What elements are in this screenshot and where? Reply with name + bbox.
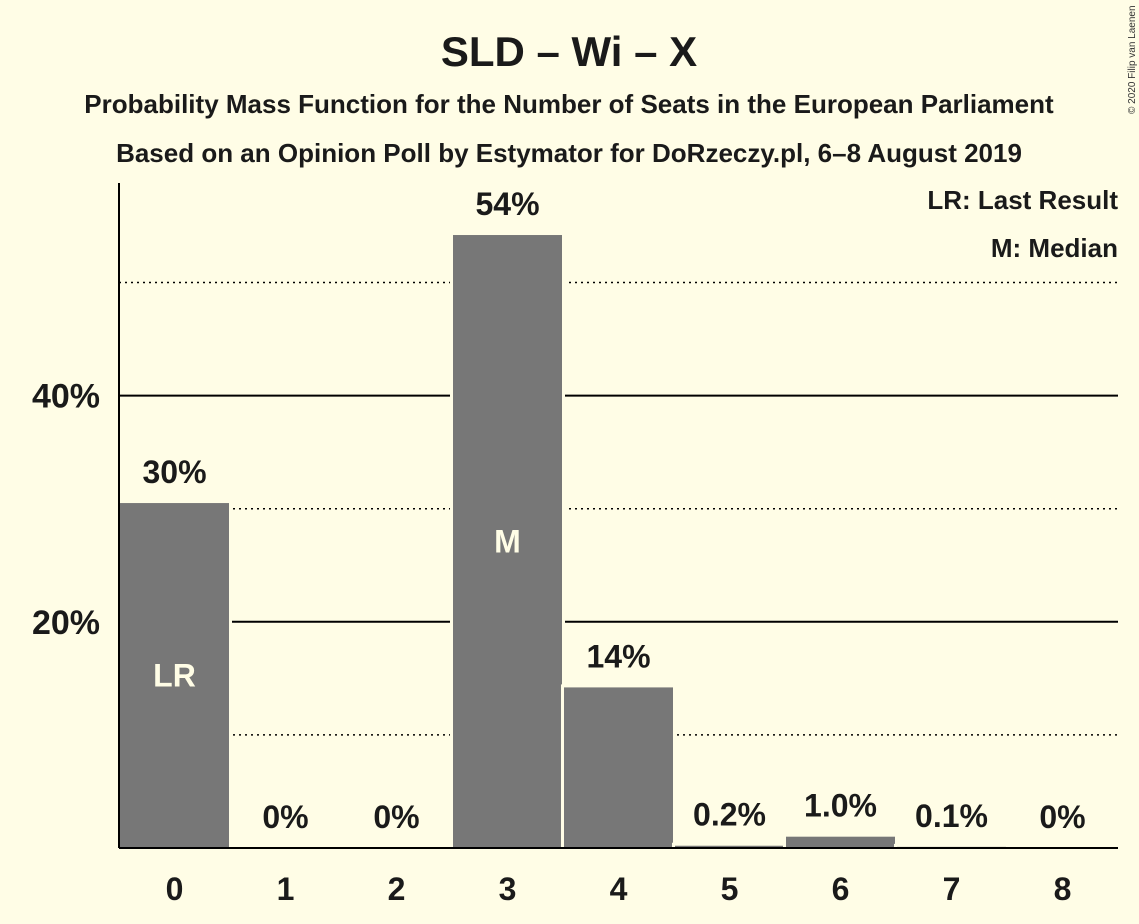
data-label-6: 1.0%	[804, 788, 877, 824]
bar-5	[675, 845, 784, 848]
bar-halo-5	[672, 842, 787, 848]
labels: 30% 0 LR 0% 1 0% 2 54% 3 M 14% 4 0.2% 5 1.0% 6 0.1% 7 0% 8 2…	[32, 186, 1086, 907]
bar-6	[786, 836, 895, 848]
bar-3	[453, 235, 562, 848]
data-label-2: 0%	[373, 799, 419, 835]
chart-subtitle-line-1: Probability Mass Function for the Number…	[84, 89, 1054, 119]
chart-title: SLD – Wi – X	[441, 28, 697, 75]
copyright-notice: © 2020 Filip van Laenen	[1127, 5, 1138, 114]
axes	[118, 183, 1118, 849]
x-tick-label-6: 6	[832, 871, 850, 907]
data-label-8: 0%	[1039, 799, 1085, 835]
data-label-5: 0.2%	[693, 797, 766, 833]
x-tick-label-2: 2	[388, 871, 406, 907]
x-tick-label-5: 5	[721, 871, 739, 907]
data-label-7: 0.1%	[915, 798, 988, 834]
x-tick-label-4: 4	[610, 871, 628, 907]
y-tick-label-20: 20%	[32, 604, 100, 642]
bars	[117, 232, 1009, 848]
bar-marker-m: M	[494, 524, 521, 560]
x-tick-label-3: 3	[499, 871, 517, 907]
data-label-3: 54%	[475, 186, 539, 222]
bar-halo-7	[894, 843, 1009, 848]
chart-subtitle-line-2: Based on an Opinion Poll by Estymator fo…	[116, 138, 1022, 168]
legend-median: M: Median	[991, 233, 1118, 263]
bar-marker-lr: LR	[153, 658, 196, 694]
x-tick-label-0: 0	[166, 871, 184, 907]
x-tick-label-7: 7	[943, 871, 961, 907]
legend-last-result: LR: Last Result	[927, 185, 1118, 215]
x-tick-label-8: 8	[1054, 871, 1072, 907]
bar-0	[120, 503, 229, 848]
x-tick-label-1: 1	[277, 871, 295, 907]
data-label-1: 0%	[262, 799, 308, 835]
data-label-4: 14%	[586, 638, 650, 674]
bar-4	[564, 687, 673, 848]
y-tick-label-40: 40%	[32, 378, 100, 416]
data-label-0: 30%	[142, 454, 206, 490]
